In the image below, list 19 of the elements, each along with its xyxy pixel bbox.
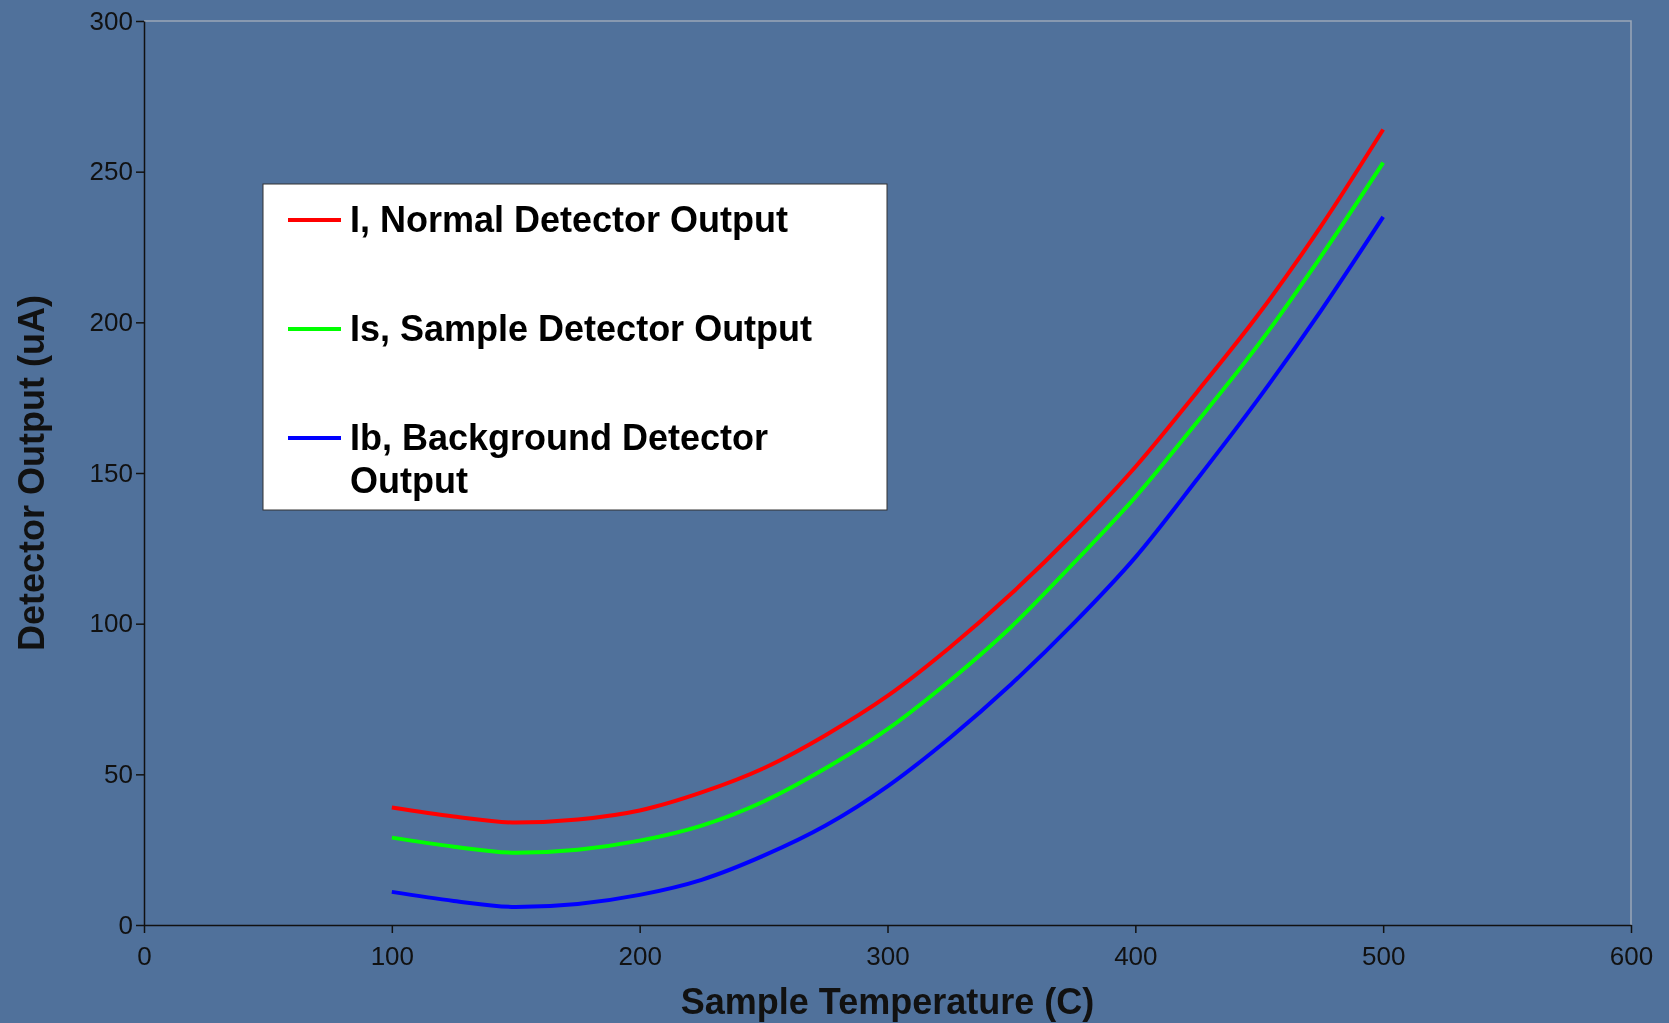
y-tick-label: 0: [118, 909, 133, 940]
x-tick-label: 400: [1114, 940, 1158, 971]
y-tick-label: 250: [89, 156, 133, 187]
x-tick-label: 600: [1609, 940, 1654, 971]
x-axis-title: Sample Temperature (C): [680, 981, 1095, 1022]
y-tick-label: 300: [89, 5, 133, 36]
x-tick-label: 500: [1361, 940, 1406, 971]
legend-label: Is, Sample Detector Output: [350, 308, 813, 349]
x-tick-label: 200: [618, 940, 662, 971]
x-tick-label: 100: [370, 940, 415, 971]
y-tick-label: 150: [89, 457, 133, 488]
x-tick-label: 300: [866, 940, 910, 971]
y-axis-title: Detector Output (uA): [11, 295, 52, 651]
y-tick-label: 50: [104, 759, 133, 790]
x-tick-label: 0: [137, 940, 152, 971]
legend-label: I, Normal Detector Output: [350, 199, 789, 240]
legend-label: Ib, Background Detector Output: [350, 417, 769, 502]
y-tick-label: 200: [89, 307, 133, 338]
y-tick-label: 100: [89, 608, 133, 639]
